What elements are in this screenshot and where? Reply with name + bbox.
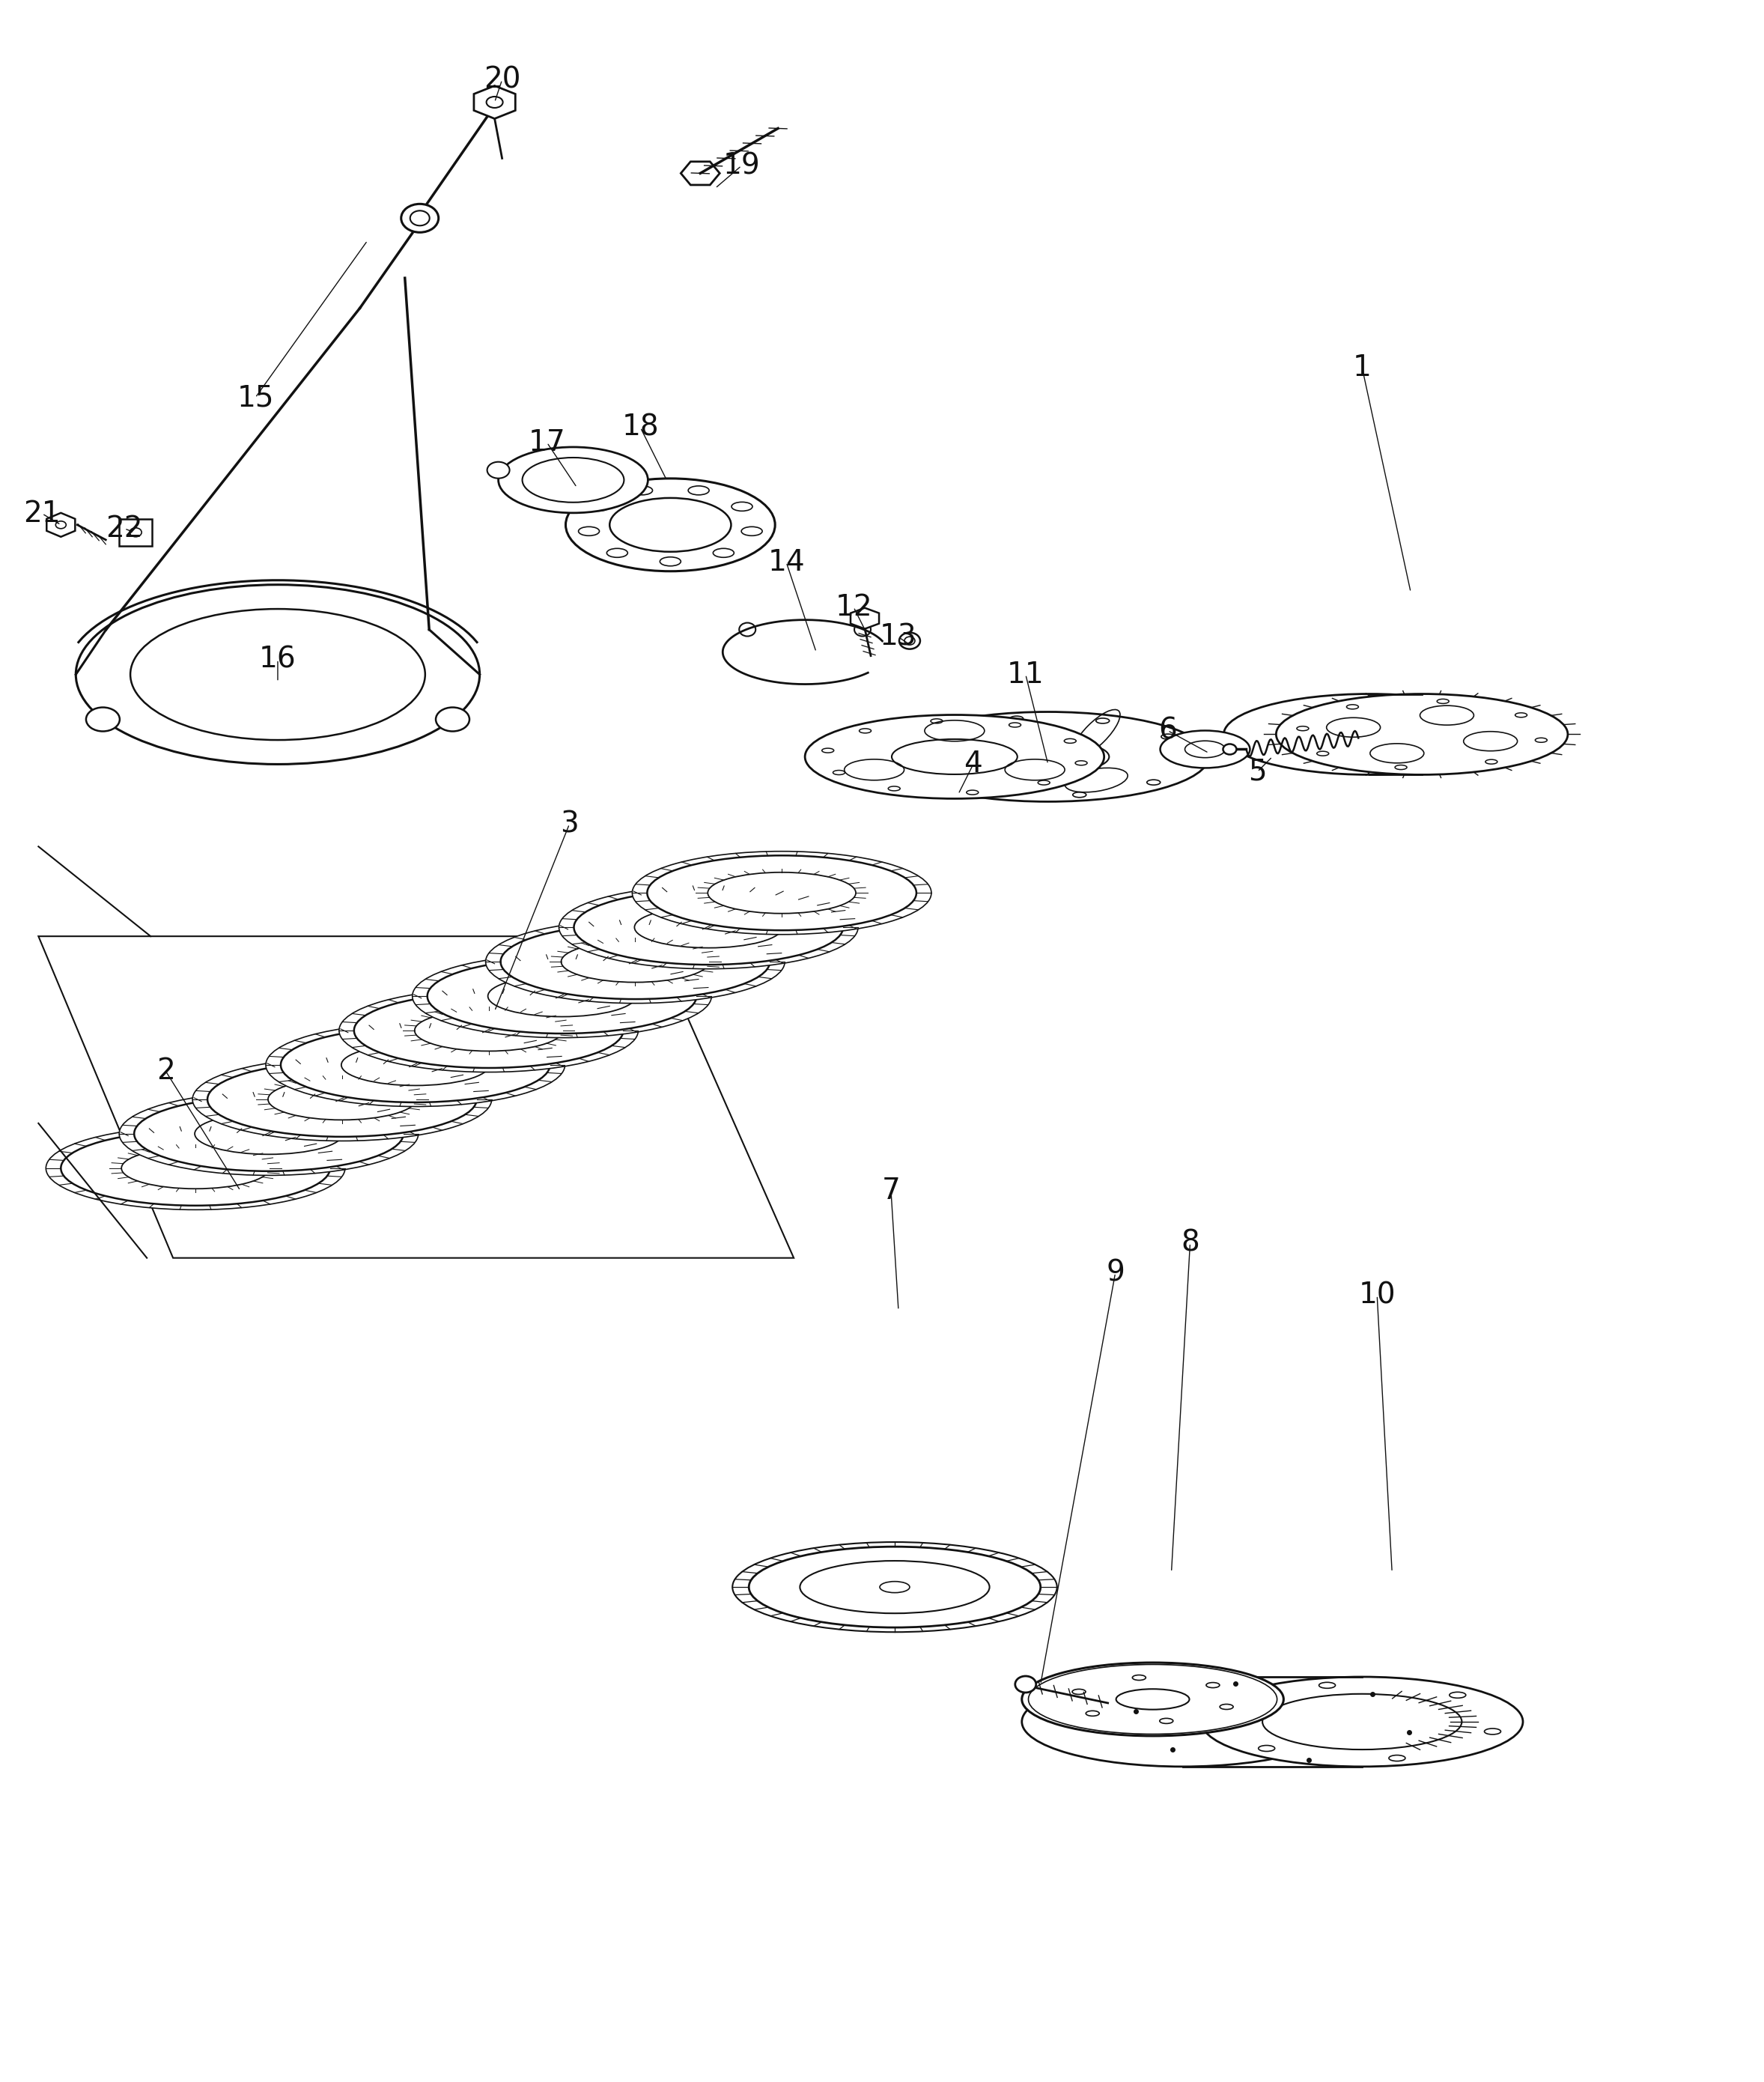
Ellipse shape bbox=[400, 204, 439, 233]
Ellipse shape bbox=[1275, 693, 1568, 775]
Ellipse shape bbox=[713, 548, 734, 558]
Ellipse shape bbox=[436, 708, 469, 731]
Ellipse shape bbox=[893, 739, 1018, 775]
Polygon shape bbox=[120, 518, 152, 545]
Text: 14: 14 bbox=[767, 548, 804, 577]
Text: 5: 5 bbox=[1249, 758, 1267, 785]
Ellipse shape bbox=[131, 608, 425, 739]
Ellipse shape bbox=[900, 633, 921, 650]
Ellipse shape bbox=[660, 558, 681, 566]
Ellipse shape bbox=[579, 527, 600, 535]
Text: 20: 20 bbox=[483, 65, 520, 94]
Ellipse shape bbox=[739, 623, 755, 637]
Ellipse shape bbox=[573, 889, 843, 964]
Ellipse shape bbox=[120, 1093, 418, 1176]
Polygon shape bbox=[850, 608, 878, 629]
Text: 12: 12 bbox=[834, 593, 871, 620]
Ellipse shape bbox=[194, 1114, 342, 1153]
Ellipse shape bbox=[413, 954, 711, 1037]
Text: 2: 2 bbox=[157, 1058, 175, 1085]
Ellipse shape bbox=[1201, 1676, 1522, 1768]
Ellipse shape bbox=[559, 885, 857, 968]
Ellipse shape bbox=[1224, 693, 1515, 775]
Text: 1: 1 bbox=[1353, 354, 1371, 381]
Ellipse shape bbox=[1021, 1676, 1344, 1768]
Text: 10: 10 bbox=[1358, 1280, 1395, 1310]
Ellipse shape bbox=[632, 485, 653, 496]
Ellipse shape bbox=[804, 714, 1104, 799]
Ellipse shape bbox=[1028, 1664, 1277, 1734]
Ellipse shape bbox=[688, 485, 709, 496]
Ellipse shape bbox=[647, 856, 917, 931]
Ellipse shape bbox=[854, 623, 871, 637]
Ellipse shape bbox=[122, 1147, 270, 1189]
Ellipse shape bbox=[266, 1024, 564, 1106]
Ellipse shape bbox=[610, 498, 730, 552]
Ellipse shape bbox=[339, 989, 639, 1072]
Ellipse shape bbox=[799, 1562, 990, 1614]
Ellipse shape bbox=[501, 924, 769, 999]
Ellipse shape bbox=[280, 1029, 550, 1101]
Text: 4: 4 bbox=[963, 750, 983, 779]
Ellipse shape bbox=[887, 712, 1208, 802]
Ellipse shape bbox=[268, 1078, 416, 1120]
Ellipse shape bbox=[986, 739, 1110, 775]
Ellipse shape bbox=[1161, 731, 1251, 768]
Ellipse shape bbox=[732, 502, 753, 510]
Text: 3: 3 bbox=[561, 810, 579, 839]
Text: 16: 16 bbox=[259, 645, 296, 675]
Ellipse shape bbox=[355, 993, 623, 1068]
Text: 19: 19 bbox=[723, 152, 760, 179]
Ellipse shape bbox=[485, 920, 785, 1004]
Ellipse shape bbox=[340, 1045, 489, 1085]
Ellipse shape bbox=[1014, 1676, 1035, 1693]
Ellipse shape bbox=[522, 458, 624, 502]
Ellipse shape bbox=[192, 1058, 492, 1141]
Ellipse shape bbox=[750, 1547, 1041, 1628]
Polygon shape bbox=[681, 162, 720, 185]
Ellipse shape bbox=[566, 479, 774, 570]
Ellipse shape bbox=[707, 872, 856, 914]
Text: 7: 7 bbox=[882, 1176, 900, 1205]
Ellipse shape bbox=[1021, 1664, 1284, 1736]
Ellipse shape bbox=[489, 976, 637, 1016]
Ellipse shape bbox=[561, 941, 709, 983]
Ellipse shape bbox=[46, 1126, 346, 1210]
Text: 21: 21 bbox=[23, 500, 60, 529]
Text: 11: 11 bbox=[1007, 660, 1044, 689]
Ellipse shape bbox=[499, 448, 647, 512]
Ellipse shape bbox=[427, 958, 697, 1033]
Text: 13: 13 bbox=[880, 623, 917, 652]
Ellipse shape bbox=[415, 1010, 563, 1051]
Ellipse shape bbox=[635, 908, 783, 947]
Text: 15: 15 bbox=[236, 383, 273, 412]
Text: 8: 8 bbox=[1180, 1228, 1200, 1258]
Ellipse shape bbox=[741, 527, 762, 535]
Ellipse shape bbox=[1263, 1695, 1462, 1749]
Text: 6: 6 bbox=[1159, 716, 1177, 745]
Ellipse shape bbox=[134, 1097, 404, 1172]
Ellipse shape bbox=[487, 462, 510, 479]
Ellipse shape bbox=[607, 548, 628, 558]
Ellipse shape bbox=[208, 1062, 476, 1137]
Polygon shape bbox=[46, 512, 76, 537]
Text: 22: 22 bbox=[106, 514, 143, 543]
Ellipse shape bbox=[732, 1543, 1057, 1632]
Ellipse shape bbox=[1222, 743, 1237, 754]
Ellipse shape bbox=[62, 1131, 330, 1205]
Text: 18: 18 bbox=[623, 414, 660, 441]
Ellipse shape bbox=[587, 502, 609, 510]
Ellipse shape bbox=[76, 585, 480, 764]
Ellipse shape bbox=[86, 708, 120, 731]
Text: 17: 17 bbox=[529, 429, 566, 456]
Text: 9: 9 bbox=[1106, 1260, 1125, 1287]
Polygon shape bbox=[475, 85, 515, 119]
Ellipse shape bbox=[632, 852, 931, 935]
